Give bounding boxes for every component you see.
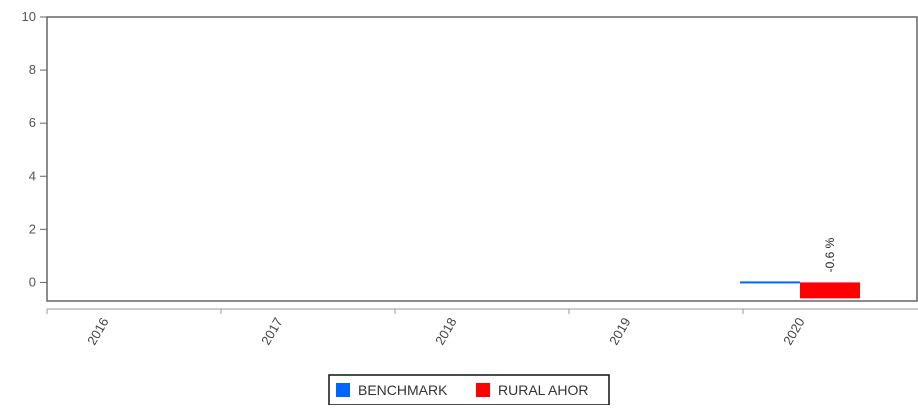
y-tick-label: 4	[29, 168, 36, 183]
bars: -0.6 %	[740, 237, 860, 299]
y-tick-label: 0	[29, 274, 36, 289]
y-tick-label: 6	[29, 115, 36, 130]
bar-rural-ahor-2020	[800, 282, 860, 299]
x-tick-label: 2019	[606, 315, 633, 348]
y-tick-label: 10	[22, 9, 36, 24]
plot-frame	[46, 16, 918, 302]
y-tick-label: 2	[29, 221, 36, 236]
bar-benchmark-2020	[740, 281, 800, 284]
data-label: -0.6 %	[823, 237, 837, 272]
legend-swatch	[336, 383, 350, 397]
x-tick-label: 2016	[84, 315, 111, 348]
legend-label: RURAL AHOR	[498, 382, 589, 398]
legend-swatch	[476, 383, 490, 397]
x-tick-label: 2018	[432, 315, 459, 348]
x-tick-label: 2017	[258, 315, 285, 348]
plot-area	[46, 16, 918, 302]
x-tick-label: 2020	[780, 315, 807, 348]
legend: BENCHMARK RURAL AHOR	[328, 374, 610, 406]
legend-label: BENCHMARK	[358, 382, 448, 398]
y-tick-label: 8	[29, 62, 36, 77]
legend-box	[328, 374, 610, 406]
